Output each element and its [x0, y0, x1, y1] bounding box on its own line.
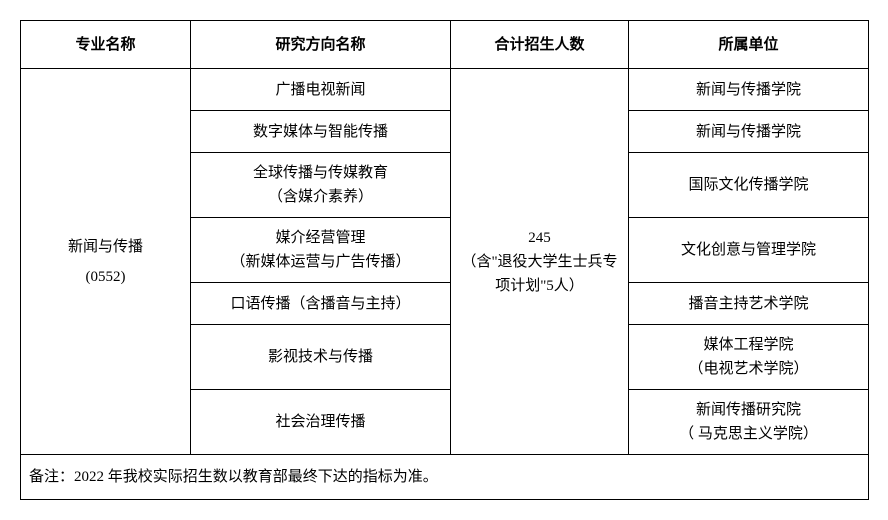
table-body: 新闻与传播(0552)广播电视新闻245（含"退役大学生士兵专项计划"5人）新闻…: [21, 69, 869, 500]
table-row: 新闻与传播(0552)广播电视新闻245（含"退役大学生士兵专项计划"5人）新闻…: [21, 69, 869, 111]
direction-text: 影视技术与传播: [195, 345, 446, 369]
direction-text: 数字媒体与智能传播: [195, 120, 446, 144]
unit-text: 新闻与传播学院: [633, 120, 864, 144]
unit-cell: 国际文化传播学院: [629, 153, 869, 218]
direction-cell: 媒介经营管理（新媒体运营与广告传播）: [191, 218, 451, 283]
header-unit: 所属单位: [629, 21, 869, 69]
table-header-row: 专业名称 研究方向名称 合计招生人数 所属单位: [21, 21, 869, 69]
unit-text: （ 马克思主义学院）: [633, 422, 864, 446]
direction-cell: 数字媒体与智能传播: [191, 111, 451, 153]
footnote-row: 备注：2022 年我校实际招生数以教育部最终下达的指标为准。: [21, 455, 869, 500]
unit-text: 播音主持艺术学院: [633, 292, 864, 316]
direction-text: （含媒介素养）: [195, 185, 446, 209]
count-note: （含"退役大学生士兵专项计划"5人）: [455, 250, 624, 298]
direction-text: 媒介经营管理: [195, 226, 446, 250]
direction-text: 社会治理传播: [195, 410, 446, 434]
admissions-table: 专业名称 研究方向名称 合计招生人数 所属单位 新闻与传播(0552)广播电视新…: [20, 20, 869, 500]
unit-cell: 媒体工程学院（电视艺术学院）: [629, 325, 869, 390]
major-cell: 新闻与传播 (0552): [21, 69, 191, 455]
admissions-table-container: 专业名称 研究方向名称 合计招生人数 所属单位 新闻与传播(0552)广播电视新…: [20, 20, 868, 500]
footnote-cell: 备注：2022 年我校实际招生数以教育部最终下达的指标为准。: [21, 455, 869, 500]
direction-text: 口语传播（含播音与主持）: [195, 292, 446, 316]
direction-text: （新媒体运营与广告传播）: [195, 250, 446, 274]
unit-text: 媒体工程学院: [633, 333, 864, 357]
count-number: 245: [455, 226, 624, 250]
unit-text: 新闻与传播学院: [633, 78, 864, 102]
unit-text: 国际文化传播学院: [633, 173, 864, 197]
unit-cell: 新闻与传播学院: [629, 111, 869, 153]
unit-text: 新闻传播研究院: [633, 398, 864, 422]
header-major: 专业名称: [21, 21, 191, 69]
count-cell: 245（含"退役大学生士兵专项计划"5人）: [451, 69, 629, 455]
unit-cell: 新闻与传播学院: [629, 69, 869, 111]
direction-text: 广播电视新闻: [195, 78, 446, 102]
unit-cell: 播音主持艺术学院: [629, 283, 869, 325]
direction-cell: 广播电视新闻: [191, 69, 451, 111]
direction-cell: 全球传播与传媒教育（含媒介素养）: [191, 153, 451, 218]
major-name: 新闻与传播: [25, 235, 186, 259]
direction-cell: 社会治理传播: [191, 390, 451, 455]
direction-cell: 口语传播（含播音与主持）: [191, 283, 451, 325]
major-code: (0552): [25, 265, 186, 289]
direction-cell: 影视技术与传播: [191, 325, 451, 390]
unit-cell: 文化创意与管理学院: [629, 218, 869, 283]
header-count: 合计招生人数: [451, 21, 629, 69]
unit-text: （电视艺术学院）: [633, 357, 864, 381]
header-direction: 研究方向名称: [191, 21, 451, 69]
unit-cell: 新闻传播研究院（ 马克思主义学院）: [629, 390, 869, 455]
unit-text: 文化创意与管理学院: [633, 238, 864, 262]
direction-text: 全球传播与传媒教育: [195, 161, 446, 185]
